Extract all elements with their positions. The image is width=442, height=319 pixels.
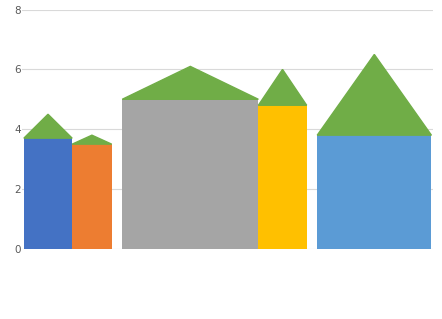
Bar: [72, 144, 112, 249]
Polygon shape: [24, 114, 72, 138]
Polygon shape: [259, 70, 307, 105]
Bar: [24, 138, 72, 249]
Legend: 18-25, 25-30, 30-50, 50-60, 60-75, Label
Height: 18-25, 25-30, 30-50, 50-60, 60-75, Label…: [79, 315, 376, 319]
Polygon shape: [72, 135, 112, 144]
Polygon shape: [317, 55, 431, 135]
Bar: [317, 135, 431, 249]
Bar: [259, 105, 307, 249]
Polygon shape: [122, 66, 259, 99]
Bar: [122, 99, 259, 249]
